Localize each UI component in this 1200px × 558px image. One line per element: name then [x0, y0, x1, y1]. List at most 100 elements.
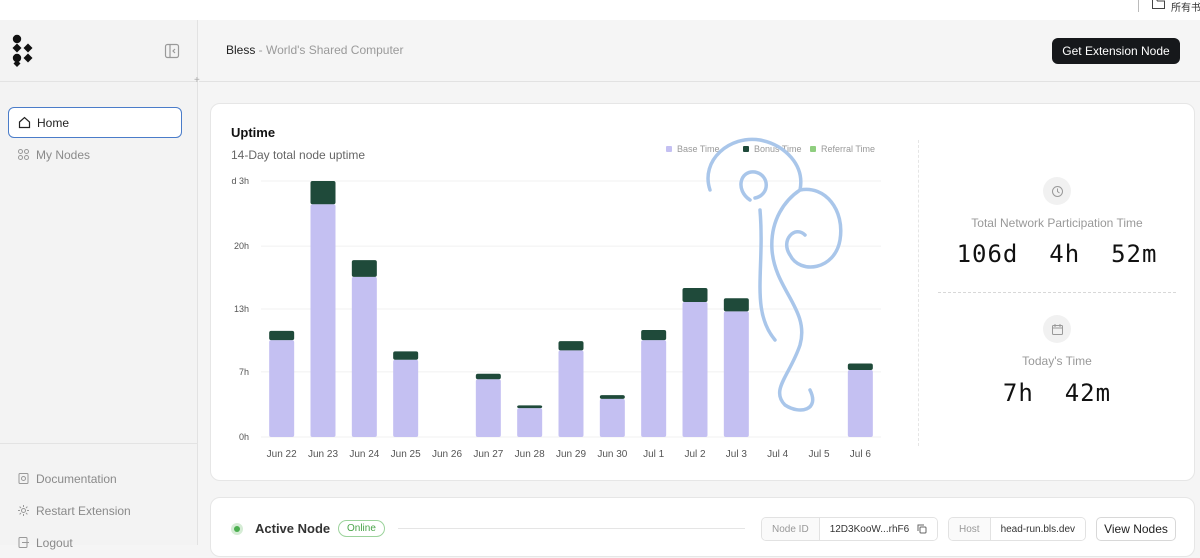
bar-segment	[351, 276, 377, 437]
today-time-value: 7h 42m	[1002, 379, 1112, 407]
sidebar-item-label: My Nodes	[36, 147, 91, 162]
page-title: Bless - World's Shared Computer	[226, 43, 403, 57]
bar-segment	[682, 288, 708, 303]
nodes-icon	[18, 149, 29, 160]
bar-segment	[682, 302, 708, 437]
bar-segment	[269, 330, 295, 341]
logout-icon	[18, 537, 29, 548]
bar-segment	[847, 369, 873, 437]
status-badge: Online	[338, 520, 385, 537]
clock-icon	[1043, 177, 1071, 205]
bar-segment	[723, 298, 749, 312]
bar-segment	[558, 350, 584, 437]
sidebar-item-label: Logout	[36, 535, 73, 550]
sidebar-item-restart-extension[interactable]: Restart Extension	[8, 495, 182, 526]
cloud-swirl-decoration	[706, 137, 843, 412]
uptime-title: Uptime	[231, 125, 276, 140]
collapse-sidebar-icon[interactable]	[164, 43, 180, 59]
bar-segment	[351, 260, 377, 277]
legend-swatch	[743, 146, 749, 152]
gear-icon	[18, 505, 29, 516]
x-tick-label: Jul 6	[850, 449, 872, 460]
node-id-field: Node ID 12D3KooW...rhF6	[761, 517, 939, 541]
node-id-value: 12D3KooW...rhF6	[819, 518, 938, 540]
bar-segment	[310, 204, 336, 437]
calendar-icon	[1043, 315, 1071, 343]
divider	[0, 81, 198, 82]
page-header: Bless - World's Shared Computer Get Exte…	[199, 20, 1200, 82]
uptime-subtitle: 14-Day total node uptime	[231, 148, 366, 162]
brand-tagline: - World's Shared Computer	[255, 43, 404, 57]
brand-name: Bless	[226, 43, 256, 57]
divider	[398, 528, 745, 529]
total-time-label: Total Network Participation Time	[971, 216, 1143, 230]
y-tick-label: 0h	[239, 432, 249, 442]
x-tick-label: Jun 25	[391, 449, 421, 460]
folder-icon[interactable]	[1152, 0, 1165, 9]
host-field: Host head-run.bls.dev	[948, 517, 1087, 541]
x-tick-label: Jun 30	[597, 449, 627, 460]
divider	[1138, 0, 1139, 12]
x-tick-label: Jun 24	[349, 449, 379, 460]
divider	[0, 443, 198, 444]
uptime-bar-chart: 0h 7h 13h 20h d 3h Jun 22 Jun 23 Jun 24 Jun 25 Ju…	[231, 176, 881, 460]
x-tick-label: Jul 1	[643, 449, 665, 460]
bless-logo-icon[interactable]	[11, 34, 35, 68]
uptime-card: Uptime 14-Day total node uptime Base Tim…	[210, 103, 1195, 481]
browser-top-strip: 所有书	[0, 0, 1200, 20]
x-tick-label: Jul 2	[684, 449, 706, 460]
sidebar-item-logout[interactable]: Logout	[8, 527, 182, 558]
view-nodes-button[interactable]: View Nodes	[1096, 517, 1176, 541]
get-extension-node-button[interactable]: Get Extension Node	[1052, 38, 1180, 64]
y-tick-label: 7h	[239, 367, 249, 377]
legend-label: Bonus Time	[754, 144, 802, 154]
host-label: Host	[949, 518, 991, 540]
y-tick-label: 13h	[234, 304, 249, 314]
bar-segment	[393, 359, 419, 437]
active-node-title: Active Node	[255, 521, 331, 536]
today-time-label: Today's Time	[1022, 354, 1092, 368]
divider	[918, 140, 919, 446]
bar-segment	[847, 363, 873, 370]
x-tick-label: Jun 29	[556, 449, 586, 460]
legend-swatch	[666, 146, 672, 152]
sidebar-item-label: Home	[37, 115, 70, 130]
x-tick-label: Jul 5	[808, 449, 830, 460]
x-tick-label: Jun 26	[432, 449, 462, 460]
y-tick-label: d 3h	[231, 176, 249, 186]
host-value: head-run.bls.dev	[990, 518, 1086, 540]
legend-item-bonus: Bonus Time	[743, 144, 802, 154]
legend-swatch	[810, 146, 816, 152]
bar-segment	[641, 340, 667, 437]
sidebar: Home My Nodes Documentation Restart Exte…	[0, 20, 198, 550]
bookmark-label[interactable]: 所有书	[1171, 3, 1200, 14]
bar-segment	[393, 351, 419, 360]
node-id-text: 12D3KooW...rhF6	[829, 523, 910, 535]
copy-icon[interactable]	[917, 524, 927, 534]
status-dot	[231, 523, 243, 535]
y-tick-label: 20h	[234, 241, 249, 251]
sidebar-item-home[interactable]: Home	[8, 107, 182, 138]
sidebar-item-my-nodes[interactable]: My Nodes	[8, 139, 182, 170]
bar-segment	[599, 395, 625, 399]
bar-segment	[517, 405, 543, 409]
bar-segment	[517, 408, 543, 437]
document-icon	[18, 473, 29, 484]
active-node-card: Active Node Online Node ID 12D3KooW...rh…	[210, 497, 1195, 557]
sidebar-item-label: Documentation	[36, 471, 117, 486]
bar-segment	[269, 340, 295, 437]
divider	[938, 292, 1176, 293]
bar-segment	[641, 329, 667, 341]
x-tick-label: Jun 23	[308, 449, 338, 460]
legend-item-base: Base Time	[666, 144, 720, 154]
x-tick-label: Jun 22	[267, 449, 297, 460]
sidebar-item-documentation[interactable]: Documentation	[8, 463, 182, 494]
x-tick-label: Jul 4	[767, 449, 789, 460]
node-id-label: Node ID	[762, 518, 820, 540]
plus-icon: +	[194, 75, 200, 86]
bar-segment	[310, 181, 336, 205]
legend-label: Base Time	[677, 144, 720, 154]
bar-segment	[558, 341, 584, 351]
x-tick-label: Jun 27	[473, 449, 503, 460]
legend-item-referral: Referral Time	[810, 144, 875, 154]
